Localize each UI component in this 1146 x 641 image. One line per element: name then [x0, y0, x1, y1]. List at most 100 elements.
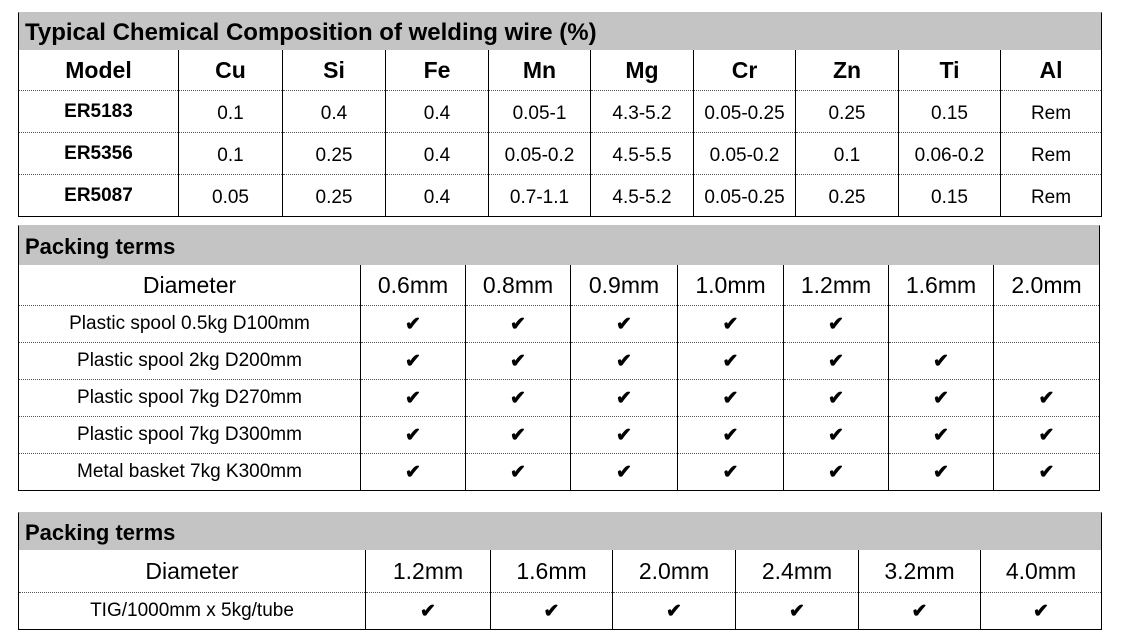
- cell: 0.25: [795, 90, 899, 133]
- cell: [888, 305, 994, 343]
- column-header: 1.6mm: [490, 550, 613, 593]
- check-mark: ✔: [783, 379, 889, 417]
- cell: Rem: [1000, 90, 1102, 133]
- data-row: ER5087 0.05 0.25 0.4 0.7-1.1 4.5-5.2 0.05-0.25…: [19, 174, 1102, 217]
- cell: 0.4: [385, 174, 489, 217]
- check-mark: ✔: [677, 416, 784, 454]
- column-header: Si: [282, 50, 386, 91]
- check-mark: ✔: [735, 592, 859, 630]
- data-row: ER5356 0.1 0.25 0.4 0.05-0.2 4.5-5.5 0.05-0.2 0…: [18, 132, 1102, 175]
- check-mark: ✔: [570, 305, 678, 343]
- cell: 0.4: [282, 90, 386, 133]
- table-title: Typical Chemical Composition of welding …: [18, 12, 1102, 50]
- row-label: Plastic spool 0.5kg D100mm: [18, 305, 361, 343]
- row-label: ER5356: [18, 132, 179, 175]
- cell: 0.05: [178, 174, 283, 217]
- column-header: 0.9mm: [570, 265, 678, 306]
- cell: [993, 305, 1100, 343]
- check-mark: ✔: [783, 453, 889, 491]
- cell: 0.1: [178, 90, 283, 133]
- column-header: 1.2mm: [783, 265, 889, 306]
- check-mark: ✔: [465, 453, 571, 491]
- column-header: 1.2mm: [365, 550, 491, 593]
- data-row: Metal basket 7kg K300mm ✔ ✔ ✔ ✔ ✔ ✔ ✔: [19, 453, 1100, 491]
- tig-packing-table: Packing terms Diameter 1.2mm 1.6mm 2.0mm 2.4…: [18, 512, 1102, 630]
- header-row: Diameter 1.2mm 1.6mm 2.0mm 2.4mm 3.2mm 4.0mm: [18, 550, 1102, 593]
- cell: 0.15: [898, 90, 1001, 133]
- cell: 4.3-5.2: [590, 90, 694, 133]
- row-label: Plastic spool 7kg D300mm: [18, 416, 361, 454]
- cell: 0.4: [385, 132, 489, 175]
- cell: Rem: [1000, 132, 1102, 175]
- column-header: 2.0mm: [612, 550, 736, 593]
- cell: 0.1: [795, 132, 899, 175]
- check-mark: ✔: [570, 379, 678, 417]
- cell: 0.1: [178, 132, 283, 175]
- header-row: Model Cu Si Fe Mn Mg Cr Zn Ti Al: [18, 50, 1102, 91]
- cell: 0.25: [282, 174, 386, 217]
- cell: 0.4: [385, 90, 489, 133]
- check-mark: ✔: [858, 592, 981, 630]
- data-row: Plastic spool 2kg D200mm ✔ ✔ ✔ ✔ ✔ ✔: [18, 342, 1100, 380]
- composition-table: Typical Chemical Composition of welding …: [18, 12, 1102, 217]
- cell: 0.05-0.25: [693, 174, 796, 217]
- check-mark: ✔: [783, 305, 889, 343]
- cell: 4.5-5.5: [590, 132, 694, 175]
- row-label: TIG/1000mm x 5kg/tube: [90, 600, 294, 621]
- header-row: Diameter 0.6mm 0.8mm 0.9mm 1.0mm 1.2mm 1.6mm 2.…: [18, 265, 1100, 306]
- check-mark: ✔: [677, 305, 784, 343]
- check-mark: ✔: [612, 592, 736, 630]
- cell: 0.25: [795, 174, 899, 217]
- check-mark: ✔: [888, 416, 994, 454]
- table-title: Packing terms: [18, 225, 1100, 265]
- table-body: Diameter 0.6mm 0.8mm 0.9mm 1.0mm 1.2mm 1.6mm 2.…: [18, 265, 1100, 491]
- cell: 0.05-0.2: [693, 132, 796, 175]
- check-mark: ✔: [980, 592, 1102, 630]
- row-label: Plastic spool 2kg D200mm: [18, 342, 361, 380]
- check-mark: ✔: [570, 342, 678, 380]
- check-mark: ✔: [993, 379, 1100, 417]
- check-mark: ✔: [360, 453, 466, 491]
- cell: 0.15: [898, 174, 1001, 217]
- data-row: Plastic spool 7kg D270mm ✔ ✔ ✔ ✔ ✔ ✔ ✔: [18, 379, 1100, 417]
- check-mark: ✔: [570, 416, 678, 454]
- column-header: Zn: [795, 50, 899, 91]
- cell: [993, 342, 1100, 380]
- column-header: Model: [18, 50, 179, 91]
- check-mark: ✔: [465, 416, 571, 454]
- check-mark: ✔: [888, 379, 994, 417]
- check-mark: ✔: [993, 416, 1100, 454]
- check-mark: ✔: [570, 453, 678, 491]
- cell: 0.05-0.25: [693, 90, 796, 133]
- data-row: ER5183 0.1 0.4 0.4 0.05-1 4.3-5.2 0.05-0.25 0.2…: [18, 90, 1102, 133]
- table-title: Packing terms: [18, 512, 1102, 550]
- data-row: TIG/1000mm x 5kg/tube ✔ ✔ ✔ ✔ ✔ ✔: [19, 592, 1102, 630]
- row-label: ER5087: [64, 184, 133, 206]
- column-header: Fe: [385, 50, 489, 91]
- table-body: Model Cu Si Fe Mn Mg Cr Zn Ti Al ER5183 0.1 0.4 0.4 0.…: [18, 50, 1102, 217]
- column-header: 4.0mm: [980, 550, 1102, 593]
- cell: 0.05-1: [488, 90, 591, 133]
- column-header: Diameter: [18, 550, 366, 593]
- check-mark: ✔: [360, 305, 466, 343]
- row-label: Metal basket 7kg K300mm: [77, 461, 302, 482]
- column-header: Ti: [898, 50, 1001, 91]
- column-header: 1.0mm: [677, 265, 784, 306]
- column-header: 0.6mm: [360, 265, 466, 306]
- check-mark: ✔: [465, 342, 571, 380]
- check-mark: ✔: [465, 379, 571, 417]
- data-row: Plastic spool 7kg D300mm ✔ ✔ ✔ ✔ ✔ ✔ ✔: [18, 416, 1100, 454]
- cell: 0.05-0.2: [488, 132, 591, 175]
- cell: 4.5-5.2: [590, 174, 694, 217]
- check-mark: ✔: [888, 453, 994, 491]
- check-mark: ✔: [783, 342, 889, 380]
- column-header: Mn: [488, 50, 591, 91]
- cell: 0.06-0.2: [898, 132, 1001, 175]
- column-header: 0.8mm: [465, 265, 571, 306]
- check-mark: ✔: [888, 342, 994, 380]
- row-label: ER5183: [18, 90, 179, 133]
- column-header: Cu: [178, 50, 283, 91]
- check-mark: ✔: [677, 342, 784, 380]
- check-mark: ✔: [360, 416, 466, 454]
